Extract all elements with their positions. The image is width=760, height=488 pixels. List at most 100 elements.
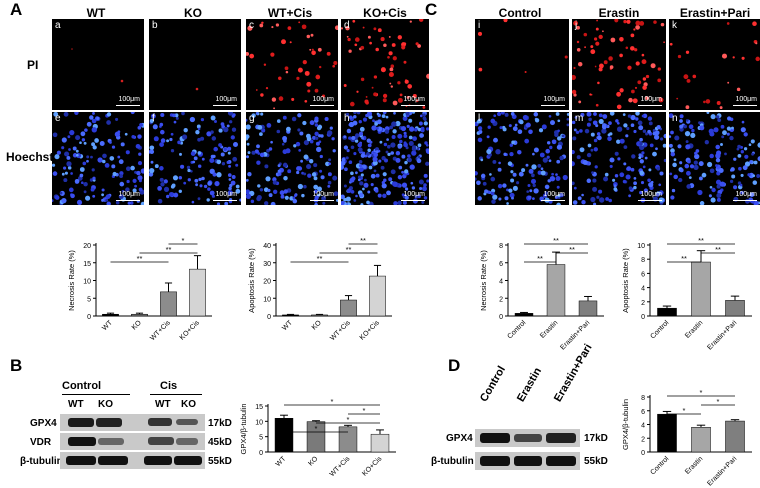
sublabel-j: j xyxy=(575,20,578,31)
cell-dot xyxy=(377,193,382,198)
cell-dot xyxy=(573,186,577,190)
band xyxy=(98,456,128,465)
cell-dot xyxy=(684,130,691,137)
cell-dot xyxy=(628,186,633,190)
cell-dot xyxy=(511,196,514,200)
cell-dot xyxy=(67,135,71,139)
cell-dot xyxy=(385,115,389,119)
cell-dot xyxy=(526,190,530,193)
scale-bar xyxy=(733,200,757,201)
cell-dot xyxy=(619,138,625,144)
cell-dot xyxy=(317,193,321,197)
cell-dot xyxy=(635,117,639,121)
cell-dot xyxy=(498,197,502,201)
cell-dot xyxy=(576,47,581,52)
cell-dot xyxy=(502,127,507,132)
cell-dot xyxy=(227,190,233,196)
scale-label: 100μm xyxy=(118,96,140,103)
cell-dot xyxy=(159,166,164,171)
cell-dot xyxy=(297,183,304,190)
x-tick-label: KO xyxy=(131,319,143,331)
scale-label: 100μm xyxy=(735,191,757,198)
lane-label-control: Control xyxy=(478,364,508,404)
cell-dot xyxy=(170,132,174,136)
cell-dot xyxy=(726,132,730,136)
cell-dot xyxy=(70,172,73,175)
cell-dot xyxy=(52,171,58,176)
cell-dot xyxy=(557,129,560,133)
cell-dot xyxy=(304,70,310,76)
cell-dot xyxy=(509,151,514,157)
cell-dot xyxy=(669,113,674,119)
cell-dot xyxy=(360,153,366,158)
cell-dot xyxy=(314,116,319,121)
scale-bar xyxy=(116,105,140,106)
cell-dot xyxy=(341,160,346,166)
cell-dot xyxy=(76,199,83,205)
cell-dot xyxy=(715,153,721,159)
cell-dot xyxy=(751,152,754,156)
column-label-wt: WT xyxy=(86,6,106,20)
y-axis-label: Necrosis Rate (%) xyxy=(67,250,76,311)
cell-dot xyxy=(181,112,185,116)
cell-dot xyxy=(402,116,408,121)
cell-dot xyxy=(153,136,159,142)
cell-dot xyxy=(482,181,487,186)
cell-dot xyxy=(595,27,599,31)
cell-dot xyxy=(309,120,315,126)
cell-dot xyxy=(195,130,200,135)
cell-dot xyxy=(341,27,344,30)
cell-dot xyxy=(343,184,347,188)
bar xyxy=(725,420,745,453)
significance-label: ** xyxy=(317,254,323,263)
cell-dot xyxy=(490,191,495,196)
cell-dot xyxy=(70,193,75,199)
cell-dot xyxy=(692,74,697,79)
cell-dot xyxy=(348,115,353,120)
cell-dot xyxy=(178,175,183,180)
cell-dot xyxy=(613,184,617,188)
cell-dot xyxy=(710,197,716,203)
cell-dot xyxy=(715,144,720,150)
cell-dot xyxy=(183,181,187,185)
cell-dot xyxy=(223,126,229,133)
cell-dot xyxy=(118,194,124,200)
cell-dot xyxy=(694,151,698,156)
cell-dot xyxy=(507,161,513,166)
cell-dot xyxy=(720,124,725,129)
cell-dot xyxy=(593,147,598,152)
cell-dot xyxy=(572,136,577,141)
cell-dot xyxy=(581,200,586,205)
significance-label: ** xyxy=(553,236,559,245)
cell-dot xyxy=(251,150,256,155)
cell-dot xyxy=(480,173,486,179)
cell-dot xyxy=(331,137,335,141)
cell-dot xyxy=(602,30,604,33)
cell-dot xyxy=(710,114,716,120)
cell-dot xyxy=(343,84,347,87)
cell-dot xyxy=(663,41,665,44)
cell-dot xyxy=(263,187,269,192)
cell-dot xyxy=(199,184,203,188)
cell-dot xyxy=(619,53,623,58)
cell-dot xyxy=(477,196,482,201)
bar xyxy=(691,261,711,317)
cell-dot xyxy=(387,55,390,59)
cell-dot xyxy=(227,112,234,116)
cell-dot xyxy=(276,119,281,123)
cell-dot xyxy=(395,150,401,156)
significance-label: ** xyxy=(166,245,172,254)
cell-dot xyxy=(246,155,250,159)
cell-dot xyxy=(227,173,232,177)
cell-dot xyxy=(630,167,635,172)
cell-dot xyxy=(406,124,410,128)
cell-dot xyxy=(314,88,319,93)
cell-dot xyxy=(92,145,97,150)
bar xyxy=(657,307,677,317)
cell-dot xyxy=(637,120,643,126)
cell-dot xyxy=(550,120,555,126)
cell-dot xyxy=(380,37,385,42)
cell-dot xyxy=(540,170,546,176)
cell-dot xyxy=(509,143,514,147)
panel-letter-c: C xyxy=(425,0,438,19)
